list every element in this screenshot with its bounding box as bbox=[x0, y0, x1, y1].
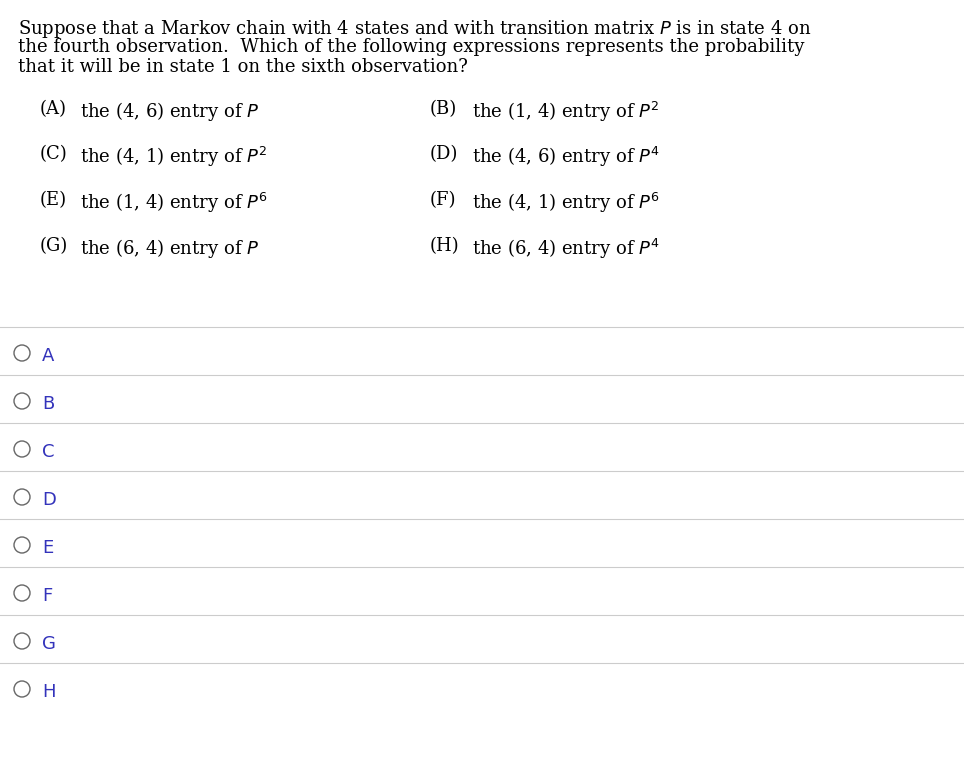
Text: the (4, 6) entry of $P^4$: the (4, 6) entry of $P^4$ bbox=[472, 145, 660, 169]
Text: (D): (D) bbox=[430, 145, 458, 163]
Text: the (1, 4) entry of $P^6$: the (1, 4) entry of $P^6$ bbox=[80, 191, 268, 215]
Text: E: E bbox=[42, 539, 53, 557]
Text: the (4, 6) entry of $P$: the (4, 6) entry of $P$ bbox=[80, 100, 259, 123]
Text: (H): (H) bbox=[430, 237, 460, 255]
Text: the (1, 4) entry of $P^2$: the (1, 4) entry of $P^2$ bbox=[472, 100, 659, 124]
Text: (F): (F) bbox=[430, 191, 457, 209]
Text: A: A bbox=[42, 347, 54, 365]
Text: C: C bbox=[42, 443, 55, 461]
Text: H: H bbox=[42, 683, 56, 701]
Text: the (4, 1) entry of $P^2$: the (4, 1) entry of $P^2$ bbox=[80, 145, 267, 169]
Text: D: D bbox=[42, 491, 56, 509]
Text: the fourth observation.  Which of the following expressions represents the proba: the fourth observation. Which of the fol… bbox=[18, 38, 804, 56]
Text: (B): (B) bbox=[430, 100, 457, 118]
Text: F: F bbox=[42, 587, 52, 605]
Text: B: B bbox=[42, 395, 54, 413]
Text: (G): (G) bbox=[40, 237, 68, 255]
Text: (A): (A) bbox=[40, 100, 67, 118]
Text: the (4, 1) entry of $P^6$: the (4, 1) entry of $P^6$ bbox=[472, 191, 659, 215]
Text: the (6, 4) entry of $P$: the (6, 4) entry of $P$ bbox=[80, 237, 259, 260]
Text: (C): (C) bbox=[40, 145, 67, 163]
Text: Suppose that a Markov chain with 4 states and with transition matrix $P$ is in s: Suppose that a Markov chain with 4 state… bbox=[18, 18, 812, 40]
Text: (E): (E) bbox=[40, 191, 67, 209]
Text: G: G bbox=[42, 635, 56, 653]
Text: the (6, 4) entry of $P^4$: the (6, 4) entry of $P^4$ bbox=[472, 237, 660, 261]
Text: that it will be in state 1 on the sixth observation?: that it will be in state 1 on the sixth … bbox=[18, 58, 468, 76]
